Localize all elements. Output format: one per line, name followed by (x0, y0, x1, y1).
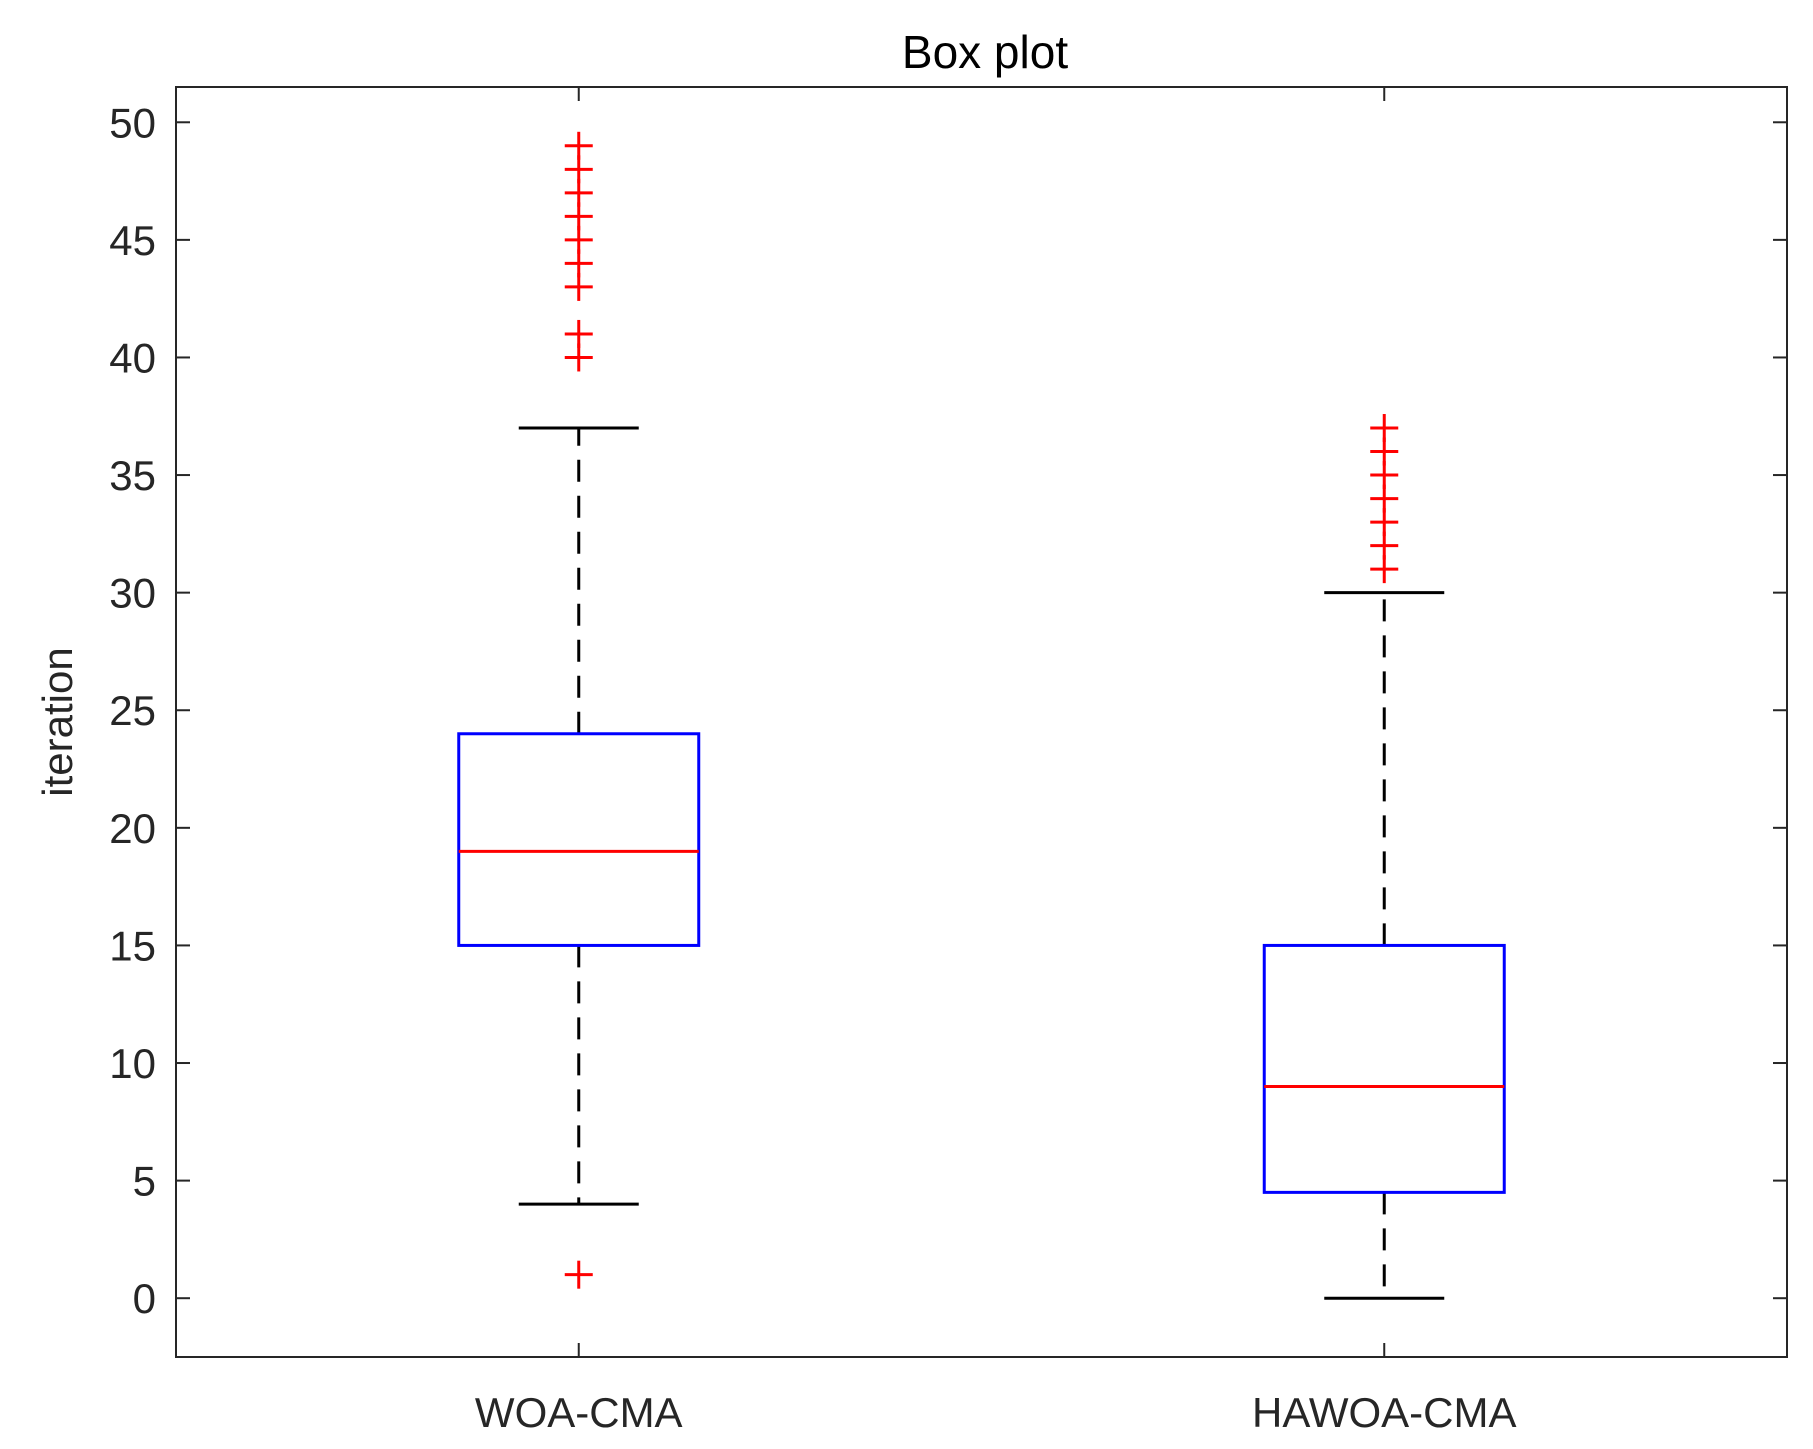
outlier-marker (1370, 414, 1399, 443)
x-tick-label: HAWOA-CMA (1252, 1389, 1516, 1436)
outlier-marker (564, 1260, 593, 1289)
y-axis-ticks: 0 5 10 15 20 25 30 35 40 45 50 (109, 99, 1787, 1322)
outlier-marker (564, 202, 593, 231)
outlier-marker (564, 225, 593, 254)
y-tick-label: 30 (109, 570, 156, 617)
x-tick-label: WOA-CMA (475, 1389, 683, 1436)
y-tick-label: 10 (109, 1040, 156, 1087)
outlier-marker (564, 319, 593, 348)
y-tick-label: 40 (109, 334, 156, 381)
y-tick-label: 50 (109, 99, 156, 146)
box-group (1262, 414, 1506, 1300)
box-series (457, 131, 1506, 1300)
y-tick-label: 0 (133, 1275, 156, 1322)
y-axis-label: iteration (34, 647, 81, 796)
outlier-marker (564, 155, 593, 184)
chart-title: Box plot (902, 26, 1068, 78)
outlier-marker (1370, 437, 1399, 466)
outlier-marker (1370, 555, 1399, 584)
iqr-box (1262, 943, 1506, 1194)
outlier-marker (564, 249, 593, 278)
outlier-marker (1370, 508, 1399, 537)
plot-area-frame (175, 86, 1788, 1358)
y-tick-label: 35 (109, 452, 156, 499)
y-tick-label: 25 (109, 687, 156, 734)
outlier-marker (1370, 461, 1399, 490)
outlier-marker (564, 272, 593, 301)
outlier-marker (564, 178, 593, 207)
y-tick-label: 20 (109, 805, 156, 852)
outlier-marker (564, 343, 593, 372)
y-tick-label: 45 (109, 217, 156, 264)
outlier-marker (1370, 484, 1399, 513)
box-group (457, 131, 701, 1289)
outlier-marker (564, 131, 593, 160)
iqr-box (457, 732, 701, 947)
y-tick-label: 15 (109, 922, 156, 969)
x-axis-ticks: WOA-CMA HAWOA-CMA (475, 87, 1516, 1436)
outlier-marker (1370, 531, 1399, 560)
y-tick-label: 5 (133, 1158, 156, 1205)
